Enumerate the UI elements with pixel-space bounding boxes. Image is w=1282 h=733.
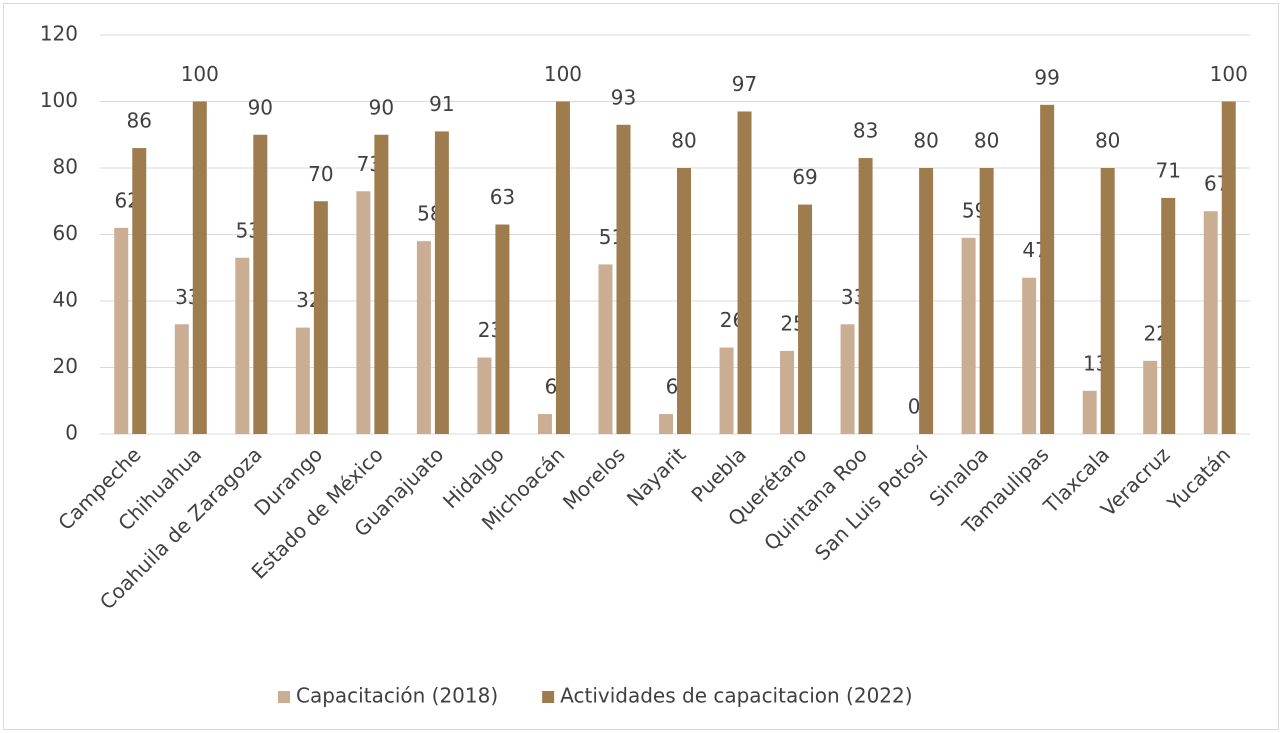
- bar: [537, 414, 552, 434]
- data-label: 70: [308, 162, 333, 186]
- bar: [616, 124, 631, 435]
- y-tick-label: 20: [53, 354, 78, 378]
- y-tick-label: 80: [53, 155, 78, 179]
- bar: [677, 168, 691, 434]
- bar: [598, 264, 613, 434]
- data-label: 93: [611, 85, 636, 109]
- bar: [1161, 197, 1176, 434]
- legend-swatch: [542, 691, 555, 703]
- data-label: 80: [671, 129, 696, 153]
- data-label: 83: [853, 119, 878, 143]
- data-label: 6: [666, 375, 679, 399]
- bar: [1082, 390, 1097, 434]
- data-label: 71: [1155, 158, 1180, 182]
- y-tick-label: 60: [53, 221, 78, 245]
- bar: [659, 414, 673, 434]
- bar: [1143, 360, 1158, 434]
- bar: [719, 347, 734, 434]
- bar: [858, 158, 873, 434]
- bar: [780, 350, 795, 434]
- data-label: 80: [974, 129, 999, 153]
- bar: [555, 101, 570, 434]
- data-label: 99: [1034, 65, 1059, 89]
- y-tick-label: 40: [53, 288, 78, 312]
- legend-label: Capacitación (2018): [296, 684, 498, 708]
- data-label: 97: [732, 72, 757, 96]
- chart-frame: [3, 3, 1279, 730]
- bar: [477, 357, 492, 434]
- bar: [356, 191, 371, 434]
- bar: [961, 237, 976, 434]
- data-label: 0: [908, 395, 921, 419]
- data-label: 63: [490, 185, 515, 209]
- bar: [840, 324, 855, 434]
- y-tick-label: 0: [65, 421, 78, 445]
- bar: [235, 257, 250, 434]
- bar: [295, 327, 310, 434]
- bar: [1221, 101, 1236, 434]
- bar: [132, 148, 147, 435]
- bar: [253, 134, 268, 434]
- bar: [1022, 277, 1037, 434]
- data-label: 86: [127, 109, 152, 133]
- data-label: 6: [545, 375, 558, 399]
- y-tick-label: 100: [40, 88, 78, 112]
- bar: [1203, 211, 1218, 434]
- data-label: 80: [913, 129, 938, 153]
- bar: [1040, 104, 1055, 434]
- bar: [313, 201, 328, 434]
- data-label: 90: [369, 95, 394, 119]
- bar: [495, 224, 510, 434]
- bar: [114, 227, 129, 434]
- data-label: 69: [792, 165, 817, 189]
- bar: [416, 241, 431, 434]
- bar: [798, 204, 813, 434]
- legend-swatch: [278, 691, 290, 703]
- data-label: 91: [429, 92, 454, 116]
- data-label: 100: [181, 62, 219, 86]
- bar: [737, 111, 752, 434]
- data-label: 90: [248, 95, 273, 119]
- bar: [174, 324, 189, 434]
- data-label: 80: [1095, 129, 1120, 153]
- y-tick-label: 120: [40, 22, 78, 46]
- bar: [919, 168, 934, 434]
- bar: [434, 131, 449, 435]
- bar: [1100, 168, 1115, 434]
- bar: [979, 168, 994, 434]
- legend-label: Actividades de capacitacion (2022): [560, 684, 912, 708]
- data-label: 100: [544, 62, 582, 86]
- bar: [374, 134, 389, 434]
- bar: [192, 101, 207, 434]
- data-label: 100: [1210, 62, 1248, 86]
